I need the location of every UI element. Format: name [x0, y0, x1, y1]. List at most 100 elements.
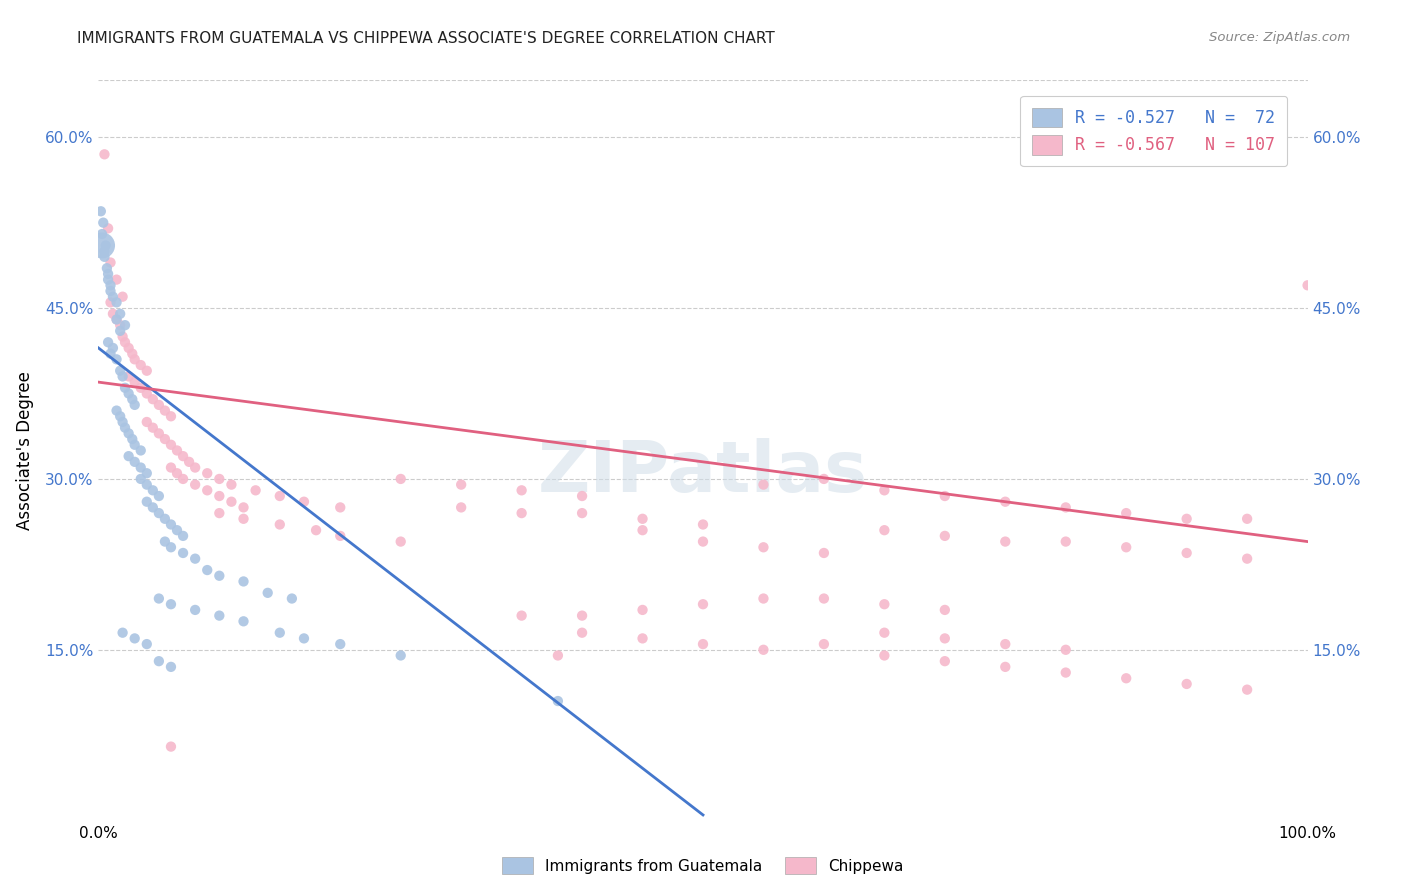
Point: [105, 352, 128, 367]
Point: [129, 358, 152, 372]
Point: [93, 147, 115, 161]
Point: [121, 346, 143, 360]
Point: [1175, 546, 1198, 560]
Point: [111, 290, 134, 304]
Point: [934, 632, 956, 646]
Point: [129, 472, 152, 486]
Legend: Immigrants from Guatemala, Chippewa: Immigrants from Guatemala, Chippewa: [496, 851, 910, 880]
Point: [148, 506, 170, 520]
Point: [1175, 512, 1198, 526]
Point: [172, 546, 194, 560]
Point: [111, 625, 134, 640]
Point: [221, 494, 243, 508]
Point: [148, 489, 170, 503]
Point: [184, 460, 207, 475]
Point: [142, 500, 165, 515]
Text: IMMIGRANTS FROM GUATEMALA VS CHIPPEWA ASSOCIATE'S DEGREE CORRELATION CHART: IMMIGRANTS FROM GUATEMALA VS CHIPPEWA AS…: [77, 31, 775, 46]
Point: [195, 483, 218, 498]
Point: [114, 420, 136, 434]
Point: [100, 278, 122, 293]
Point: [269, 625, 291, 640]
Point: [121, 392, 143, 407]
Point: [873, 625, 896, 640]
Point: [160, 438, 183, 452]
Point: [91, 227, 114, 241]
Point: [232, 574, 254, 589]
Point: [329, 637, 352, 651]
Point: [329, 500, 352, 515]
Point: [752, 477, 775, 491]
Point: [692, 517, 714, 532]
Point: [184, 477, 207, 491]
Point: [172, 472, 194, 486]
Point: [135, 467, 157, 481]
Point: [142, 392, 165, 407]
Point: [269, 489, 291, 503]
Point: [121, 432, 143, 446]
Point: [101, 290, 124, 304]
Point: [1054, 665, 1077, 680]
Point: [114, 381, 136, 395]
Point: [160, 739, 183, 754]
Point: [124, 398, 146, 412]
Point: [692, 534, 714, 549]
Point: [166, 467, 188, 481]
Point: [281, 591, 304, 606]
Point: [1236, 512, 1258, 526]
Point: [148, 591, 170, 606]
Point: [256, 586, 278, 600]
Point: [160, 517, 183, 532]
Point: [108, 409, 131, 424]
Point: [1054, 642, 1077, 657]
Point: [1296, 278, 1319, 293]
Point: [101, 341, 124, 355]
Point: [142, 420, 165, 434]
Point: [547, 648, 569, 663]
Point: [118, 341, 141, 355]
Point: [245, 483, 267, 498]
Point: [94, 238, 117, 252]
Point: [873, 648, 896, 663]
Point: [510, 608, 533, 623]
Point: [873, 597, 896, 611]
Point: [305, 523, 328, 537]
Point: [208, 568, 231, 582]
Point: [571, 608, 593, 623]
Point: [97, 272, 120, 286]
Point: [105, 295, 128, 310]
Point: [160, 541, 183, 555]
Point: [172, 529, 194, 543]
Point: [124, 632, 146, 646]
Point: [571, 489, 593, 503]
Point: [752, 591, 775, 606]
Point: [153, 403, 176, 417]
Point: [105, 403, 128, 417]
Point: [1236, 682, 1258, 697]
Point: [111, 415, 134, 429]
Point: [292, 494, 315, 508]
Point: [1054, 500, 1077, 515]
Point: [571, 625, 593, 640]
Point: [108, 364, 131, 378]
Point: [692, 637, 714, 651]
Point: [571, 506, 593, 520]
Point: [97, 221, 120, 235]
Text: Source: ZipAtlas.com: Source: ZipAtlas.com: [1209, 31, 1350, 45]
Point: [208, 489, 231, 503]
Point: [135, 637, 157, 651]
Point: [153, 512, 176, 526]
Point: [692, 597, 714, 611]
Point: [135, 477, 157, 491]
Point: [93, 250, 115, 264]
Point: [105, 312, 128, 326]
Point: [105, 272, 128, 286]
Point: [813, 546, 835, 560]
Point: [873, 483, 896, 498]
Point: [873, 523, 896, 537]
Y-axis label: Associate's Degree: Associate's Degree: [15, 371, 34, 530]
Point: [934, 654, 956, 668]
Point: [166, 523, 188, 537]
Point: [118, 449, 141, 463]
Point: [160, 660, 183, 674]
Point: [994, 494, 1017, 508]
